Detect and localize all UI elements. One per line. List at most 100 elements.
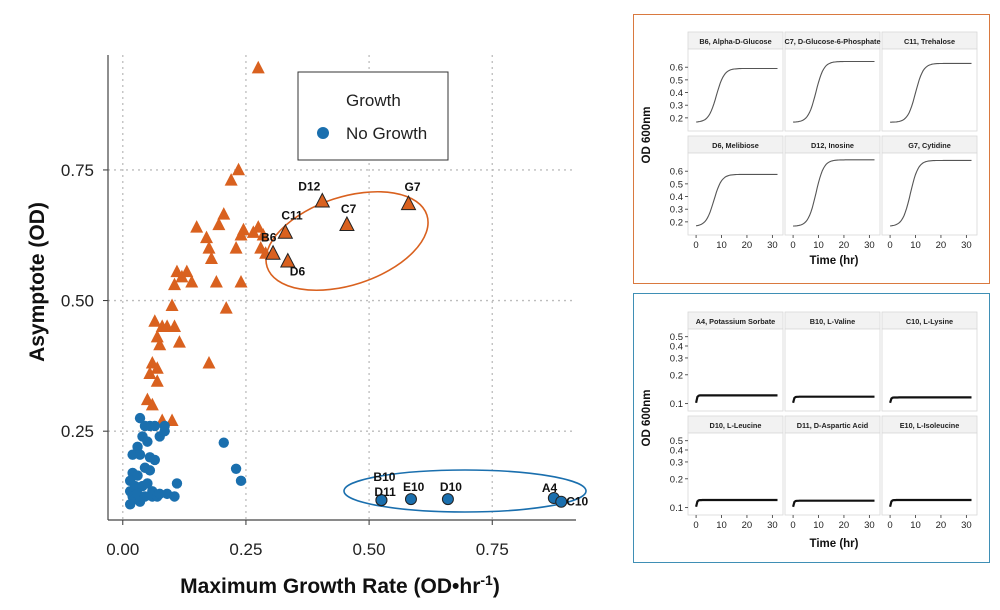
legend-growth-label: Growth — [346, 91, 401, 110]
facet-curve — [696, 67, 778, 123]
facet-curve — [890, 62, 972, 123]
labeled-no-growth-point — [375, 494, 388, 507]
growth-point — [143, 366, 157, 379]
labeled-growth-point — [265, 244, 281, 260]
facet-y-tick-label: 0.1 — [670, 503, 683, 514]
no-growth-point — [134, 412, 146, 424]
x-tick-label: 0.75 — [476, 540, 509, 559]
growth-point — [202, 241, 216, 254]
labeled-growth-point — [314, 192, 331, 208]
facet-y-tick-label: 0.6 — [670, 63, 683, 74]
no-growth-point — [127, 449, 138, 460]
facet-plot-area — [881, 152, 978, 236]
facet-plot-area — [784, 432, 881, 516]
facet-x-tick-label: 0 — [887, 240, 892, 251]
point-label: A4 — [542, 481, 558, 495]
facet-plot-area — [687, 48, 784, 132]
facet-y-tick-label: 0.3 — [670, 457, 683, 468]
no-growth-curves-panel: A4, Potassium Sorbate 0.1 0.2 0.3 0.4 0.5 B10,… — [633, 293, 990, 563]
facet-plot-area — [687, 328, 784, 412]
x-tick-label: 0.00 — [106, 540, 139, 559]
facet-curve — [792, 395, 875, 404]
facet-x-tick-label: 30 — [864, 520, 875, 531]
facet-plot-area — [881, 432, 978, 516]
facet-x-axis-title: Time (hr) — [810, 255, 859, 267]
point-label: B6 — [261, 231, 277, 245]
point-label: C10 — [566, 495, 588, 509]
point-label: D10 — [440, 480, 462, 494]
highlight-ellipses — [265, 190, 587, 513]
no-growth-highlight-ellipse — [343, 469, 587, 513]
facet-x-tick-label: 20 — [742, 520, 753, 531]
growth-point — [232, 162, 246, 176]
facet-y-tick-label: 0.4 — [670, 341, 683, 352]
growth-point — [200, 230, 214, 244]
facet-y-tick-label: 0.3 — [670, 205, 683, 216]
facet-y-tick-label: 0.2 — [670, 474, 683, 485]
x-tick-label: 0.25 — [229, 540, 262, 559]
labeled-growth-point — [279, 252, 296, 268]
facet-curve — [696, 173, 778, 227]
facet-plot-area — [784, 152, 881, 236]
no-growth-point — [159, 420, 170, 432]
facet-y-tick-label: 0.5 — [670, 436, 683, 447]
labeled-no-growth-point — [404, 493, 417, 506]
facet-curve — [889, 498, 972, 508]
no-growth-point — [149, 420, 160, 432]
growth-point — [219, 301, 233, 314]
facet-curve — [793, 159, 875, 227]
no-growth-point — [218, 437, 229, 448]
labeled-growth-point — [339, 215, 355, 231]
labeled-growth-point — [277, 223, 294, 239]
point-label: D12 — [298, 179, 320, 193]
growth-point — [168, 277, 182, 291]
axes: 0.00 0.25 0.50 0.75 0.25 0.50 0.75 — [61, 55, 576, 559]
facet-title: B6, Alpha-D-Glucose — [699, 37, 771, 46]
facet-x-tick-label: 10 — [716, 240, 727, 251]
labeled-no-growth-point — [441, 493, 454, 506]
facet-x-tick-label: 10 — [910, 240, 921, 251]
facet-x-tick-label: 30 — [767, 240, 778, 251]
facet-curve — [695, 394, 778, 404]
facet-y-tick-label: 0.5 — [670, 179, 683, 190]
facet-x-tick-label: 20 — [936, 520, 947, 531]
growth-point — [190, 220, 204, 233]
growth-point — [234, 227, 248, 241]
growth-point — [209, 275, 223, 288]
growth-point — [170, 264, 184, 278]
no-growth-point — [154, 488, 165, 500]
legend-no-growth-label: No Growth — [346, 124, 427, 143]
growth-point — [150, 374, 164, 387]
facet-title: D11, D-Aspartic Acid — [797, 421, 869, 430]
y-tick-label: 0.25 — [61, 422, 94, 441]
growth-point — [202, 356, 216, 369]
growth-point — [224, 173, 238, 186]
growth-point — [256, 227, 270, 241]
growth-point — [204, 251, 218, 265]
facet-x-tick-label: 0 — [790, 520, 795, 531]
growth-point — [229, 241, 243, 254]
facet-title: C10, L-Lysine — [906, 317, 953, 326]
growth-point — [234, 275, 248, 288]
y-tick-label: 0.50 — [61, 292, 94, 311]
main-scatter-chart: 0.00 0.25 0.50 0.75 0.25 0.50 0.75 D12 G7 C7 C11 B… — [26, 55, 589, 598]
facet-x-tick-label: 0 — [693, 520, 698, 531]
growth-point — [168, 319, 182, 332]
growth-point — [217, 207, 231, 220]
facet-y-tick-label: 0.3 — [670, 353, 683, 364]
facet-x-tick-label: 30 — [767, 520, 778, 531]
x-axis-title: Maximum Growth Rate (OD•hr-1) — [180, 572, 500, 598]
facet-y-tick-label: 0.5 — [670, 75, 683, 86]
no-growth-point — [142, 436, 153, 447]
growth-point — [251, 60, 265, 74]
point-label: G7 — [405, 180, 421, 194]
facet-title: C11, Trehalose — [904, 37, 955, 46]
facet-plot-area — [784, 328, 881, 412]
point-label: C11 — [281, 209, 303, 223]
growth-point — [185, 275, 199, 288]
growth-curves-panel: B6, Alpha-D-Glucose 0.2 0.3 0.4 0.5 0.6 C7, D-… — [633, 14, 990, 284]
no-growth-point — [171, 478, 183, 489]
facet-y-tick-label: 0.6 — [670, 167, 683, 178]
no-growth-point — [134, 496, 146, 507]
